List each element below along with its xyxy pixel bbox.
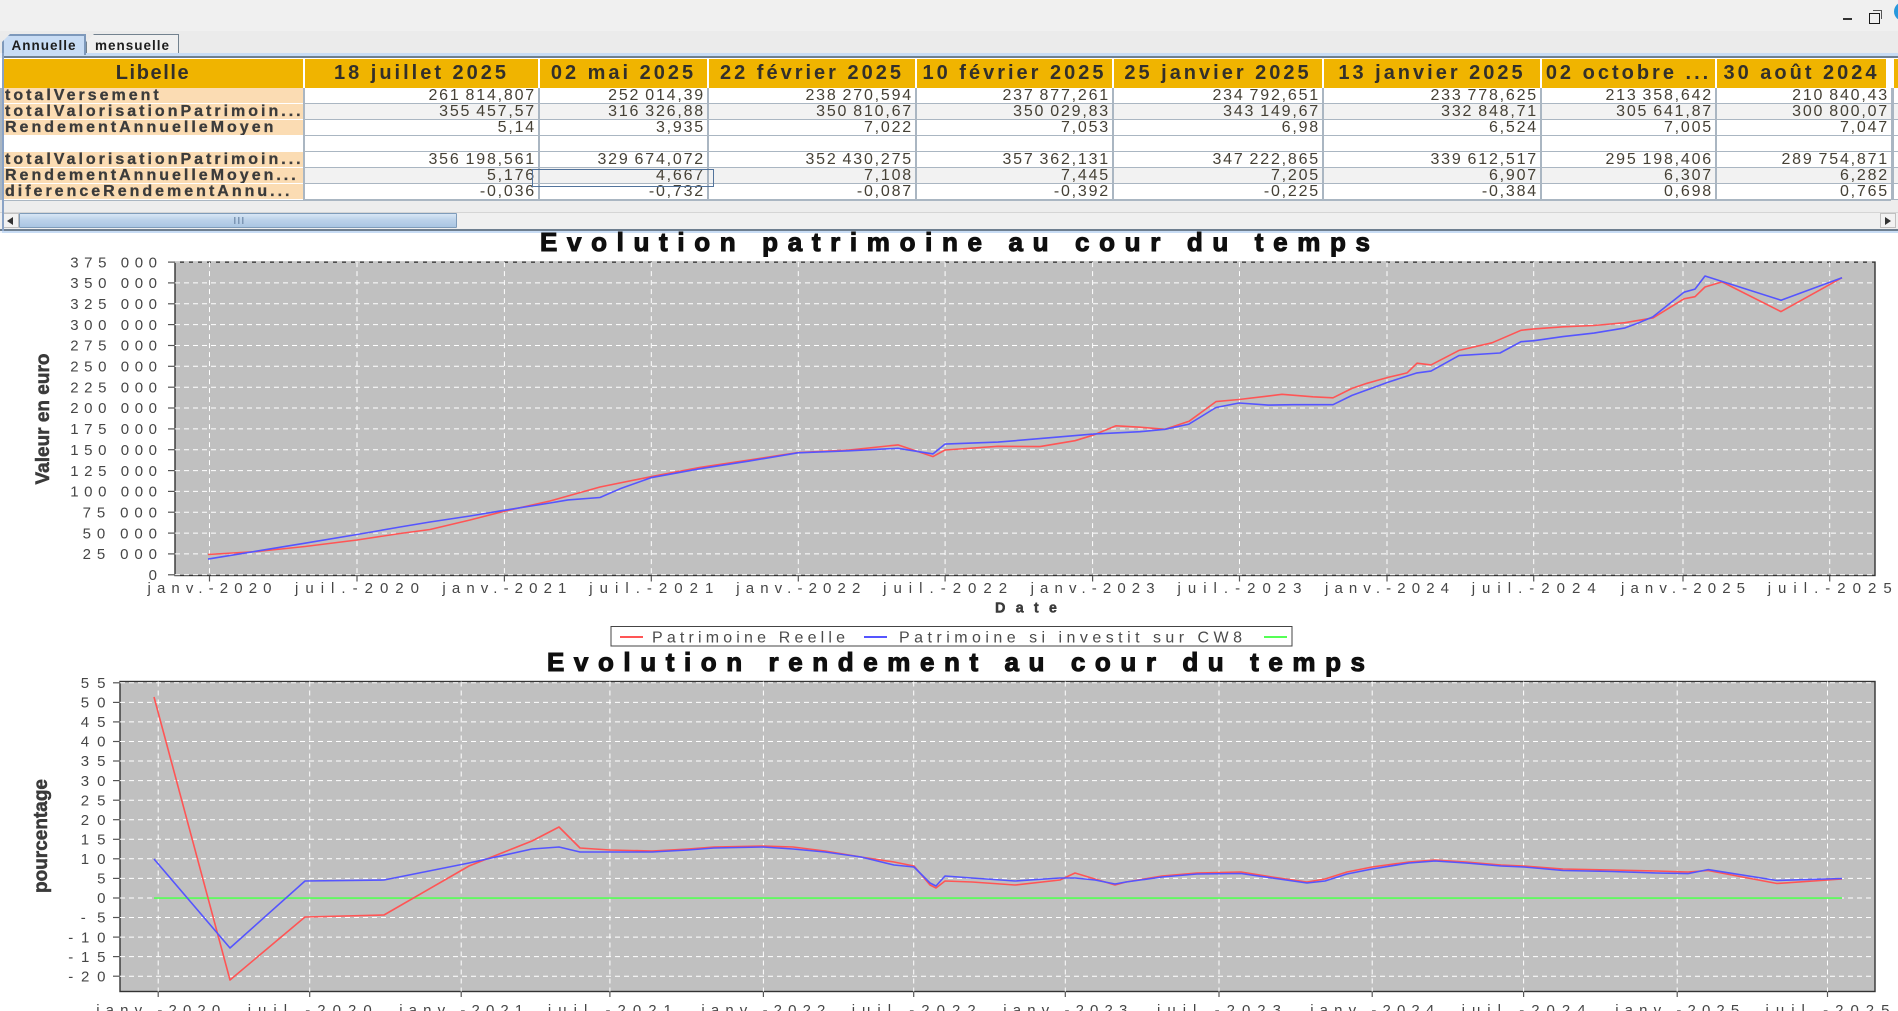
svg-text:janv.-2024: janv.-2024 (1309, 1002, 1434, 1011)
svg-text:juil.-2025: juil.-2025 (1765, 1002, 1890, 1011)
svg-text:janv.-2025: janv.-2025 (1614, 1002, 1739, 1011)
svg-text:50 000: 50 000 (83, 525, 157, 542)
svg-text:100 000: 100 000 (70, 484, 157, 501)
svg-text:150 000: 150 000 (70, 442, 157, 459)
svg-text:25 000: 25 000 (83, 546, 157, 563)
svg-text:225 000: 225 000 (70, 379, 157, 396)
svg-text:375 000: 375 000 (70, 254, 157, 271)
svg-text:Patrimoine Reelle: Patrimoine Reelle (652, 630, 845, 647)
svg-text:juil.-2021: juil.-2021 (547, 1002, 672, 1011)
svg-text:275 000: 275 000 (70, 338, 157, 355)
svg-text:75 000: 75 000 (83, 504, 157, 521)
svg-text:-10: -10 (68, 929, 105, 946)
svg-text:janv.-2024: janv.-2024 (1324, 580, 1449, 597)
svg-text:juil.-2022: juil.-2022 (882, 580, 1007, 597)
svg-text:Patrimoine si investit sur CW8: Patrimoine si investit sur CW8 (899, 630, 1242, 647)
svg-text:250 000: 250 000 (70, 359, 157, 376)
svg-text:125 000: 125 000 (70, 463, 157, 480)
svg-text:Evolution rendement au cour du: Evolution rendement au cour du temps (547, 647, 1365, 677)
svg-text:janv.-2020: janv.-2020 (95, 1002, 220, 1011)
svg-text:-15: -15 (68, 949, 105, 966)
svg-text:5: 5 (97, 871, 105, 888)
svg-text:janv.-2023: janv.-2023 (1002, 1002, 1127, 1011)
svg-text:juil.-2024: juil.-2024 (1461, 1002, 1586, 1011)
svg-text:juil.-2020: juil.-2020 (294, 580, 419, 597)
svg-text:Date: Date (995, 601, 1057, 617)
svg-text:350 000: 350 000 (70, 275, 157, 292)
svg-text:200 000: 200 000 (70, 400, 157, 417)
svg-text:juil.-2023: juil.-2023 (1156, 1002, 1281, 1011)
svg-text:juil.-2021: juil.-2021 (588, 580, 713, 597)
svg-text:0: 0 (97, 890, 105, 907)
svg-text:janv.-2023: janv.-2023 (1030, 580, 1155, 597)
svg-text:15: 15 (81, 832, 106, 849)
svg-text:325 000: 325 000 (70, 296, 157, 313)
svg-text:0: 0 (149, 567, 157, 584)
svg-text:janv.-2021: janv.-2021 (441, 580, 566, 597)
svg-text:50: 50 (81, 695, 106, 712)
svg-text:30: 30 (81, 773, 106, 790)
svg-text:20: 20 (81, 812, 106, 829)
svg-text:-5: -5 (81, 910, 106, 927)
svg-text:45: 45 (81, 714, 106, 731)
svg-text:Valeur en euro: Valeur en euro (33, 354, 54, 485)
svg-text:pourcentage: pourcentage (31, 779, 52, 893)
svg-text:175 000: 175 000 (70, 421, 157, 438)
svg-text:janv.-2022: janv.-2022 (735, 580, 860, 597)
svg-text:janv.-2025: janv.-2025 (1620, 580, 1745, 597)
svg-text:40: 40 (81, 734, 106, 751)
svg-text:Evolution patrimoine au cour d: Evolution patrimoine au cour du temps (540, 227, 1370, 257)
svg-text:25: 25 (81, 792, 106, 809)
svg-text:35: 35 (81, 753, 106, 770)
svg-text:juil.-2022: juil.-2022 (851, 1002, 976, 1011)
svg-text:juil.-2020: juil.-2020 (247, 1002, 372, 1011)
svg-text:juil.-2024: juil.-2024 (1471, 580, 1596, 597)
svg-text:janv.-2020: janv.-2020 (147, 580, 272, 597)
svg-text:juil.-2025: juil.-2025 (1767, 580, 1892, 597)
svg-text:janv.-2021: janv.-2021 (398, 1002, 523, 1011)
svg-text:10: 10 (81, 851, 106, 868)
svg-text:janv.-2022: janv.-2022 (700, 1002, 825, 1011)
svg-text:55: 55 (81, 675, 106, 692)
svg-text:-20: -20 (68, 968, 105, 985)
svg-text:300 000: 300 000 (70, 317, 157, 334)
svg-text:juil.-2023: juil.-2023 (1177, 580, 1302, 597)
